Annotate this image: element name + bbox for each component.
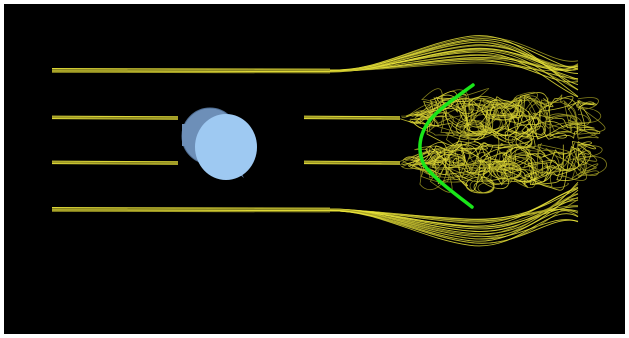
seed-rake-line — [418, 83, 475, 209]
streamline-band-lower-left — [51, 160, 179, 163]
streamline-wake-upper — [400, 98, 597, 141]
streamline-wake-lower — [410, 143, 598, 189]
streamline-band-top — [51, 69, 331, 71]
streamline-top-fan — [329, 41, 579, 73]
streamline-bottom-fan — [329, 192, 579, 240]
streamline-band-top — [51, 70, 331, 73]
streamline-bottom-fan — [329, 209, 579, 242]
streamline-band-upper-mid — [303, 115, 401, 118]
streamline-wake-upper — [419, 88, 590, 150]
streamline-band-lower-left — [51, 161, 179, 164]
streamline-bottom-fan — [329, 210, 579, 247]
streamline-bottom-fan — [329, 197, 579, 232]
streamline-top-fan — [329, 35, 579, 86]
streamline-vortex-loop — [519, 137, 533, 149]
seed-rake-group — [418, 83, 475, 209]
cylinder-obstacle — [181, 107, 257, 180]
streamline-band-bottom — [51, 208, 331, 210]
streamline-vortex-loop — [477, 182, 495, 194]
streamline-wake-upper — [411, 101, 581, 143]
streamline-top-fan — [329, 38, 579, 72]
streamline-band-bottom — [51, 209, 331, 212]
streamline-vortex-loop — [456, 159, 466, 167]
streamline-band-lower-mid — [303, 160, 401, 163]
streamline-wake-upper — [401, 97, 549, 131]
streamline-band-lower-left — [51, 163, 179, 165]
streamline-band-lower-mid — [303, 161, 401, 164]
streamline-vortex-loop — [500, 166, 522, 180]
streamline-wake-upper — [417, 102, 586, 142]
streamline-band-top — [51, 68, 331, 70]
streamline-wake-upper — [419, 91, 577, 137]
streamline-wake-lower — [400, 148, 533, 191]
streamline-wake-lower — [408, 141, 587, 181]
streamline-wake-lower — [401, 144, 587, 181]
streamline-band-upper-left — [51, 118, 179, 120]
streamline-wake-upper — [409, 97, 601, 136]
streamline-vortex-loop — [467, 125, 485, 137]
streamline-band-bottom — [51, 210, 331, 213]
streamline-wake-lower — [413, 142, 562, 172]
streamline-wake-lower — [402, 141, 592, 191]
streamline-wake-lower — [419, 140, 592, 188]
streamlines-group — [51, 35, 607, 247]
streamline-wake-upper — [411, 96, 540, 135]
streamline-wake-lower — [407, 138, 544, 187]
streamline-band-upper-mid — [303, 118, 401, 120]
streamline-band-bottom — [51, 207, 331, 209]
streamline-band-upper-left — [51, 116, 179, 119]
streamline-wake-upper — [414, 99, 546, 137]
streamline-wake-upper — [415, 97, 567, 140]
streamline-top-fan — [329, 47, 579, 73]
streamline-wake-lower — [415, 142, 579, 188]
streamline-vortex-loop — [493, 105, 519, 121]
cylinder-front-face — [195, 114, 257, 180]
streamline-top-fan — [329, 62, 579, 72]
streamline-wake-lower — [415, 141, 596, 192]
streamline-wake-lower — [413, 145, 585, 178]
streamline-band-upper-left — [51, 115, 179, 118]
streamline-band-upper-mid — [303, 116, 401, 119]
streamline-wake-lower — [409, 147, 599, 183]
streamline-band-lower-mid — [303, 163, 401, 165]
streamline-band-top — [51, 71, 331, 74]
